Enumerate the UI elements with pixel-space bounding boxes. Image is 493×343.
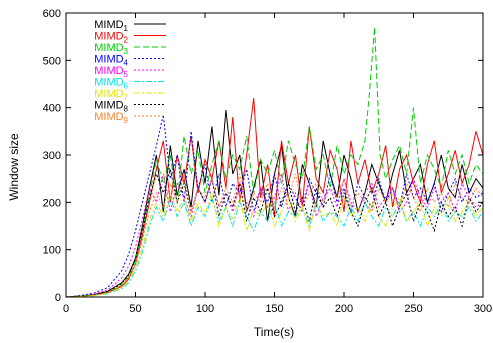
x-tick-label-200: 200 [335,303,353,315]
series-line-mimd4 [65,114,484,298]
legend-label-mimd6: MIMD6 [94,77,128,91]
y-tick-label-100: 100 [43,245,61,257]
legend-label-mimd7: MIMD7 [94,88,128,102]
y-tick-label-300: 300 [43,150,61,162]
series-line-mimd6 [65,196,484,298]
series-line-mimd9 [65,173,484,298]
series-layer [65,27,484,298]
y-tick-label-200: 200 [43,197,61,209]
legend-label-mimd4: MIMD4 [94,54,128,68]
legend-label-mimd9: MIMD9 [94,111,128,125]
axes-layer: 0 50 100 150 200 250 300 0 100 200 300 400 500 600 [43,8,493,315]
x-axis-label: Time(s) [254,325,294,339]
legend-label-mimd5: MIMD5 [94,65,128,79]
legend: MIMD1MIMD2MIMD3MIMD4MIMD5MIMD6MIMD7MIMD8… [94,19,166,125]
y-tick-label-500: 500 [43,55,61,67]
x-tick-label-150: 150 [265,303,283,315]
legend-label-mimd2: MIMD2 [94,31,128,45]
x-tick-label-250: 250 [404,303,422,315]
series-line-mimd8 [65,169,484,298]
legend-label-mimd1: MIMD1 [94,19,128,33]
series-line-mimd3 [65,27,484,298]
x-tick-label-300: 300 [474,303,492,315]
legend-label-mimd8: MIMD8 [94,100,128,114]
legend-label-mimd3: MIMD3 [94,42,128,56]
y-tick-label-0: 0 [55,292,61,304]
y-tick-label-600: 600 [43,8,61,20]
x-tick-label-0: 0 [63,303,69,315]
y-axis-label: Window size [7,133,21,201]
x-tick-label-100: 100 [196,303,214,315]
x-tick-label-50: 50 [129,303,141,315]
y-tick-label-400: 400 [43,103,61,115]
